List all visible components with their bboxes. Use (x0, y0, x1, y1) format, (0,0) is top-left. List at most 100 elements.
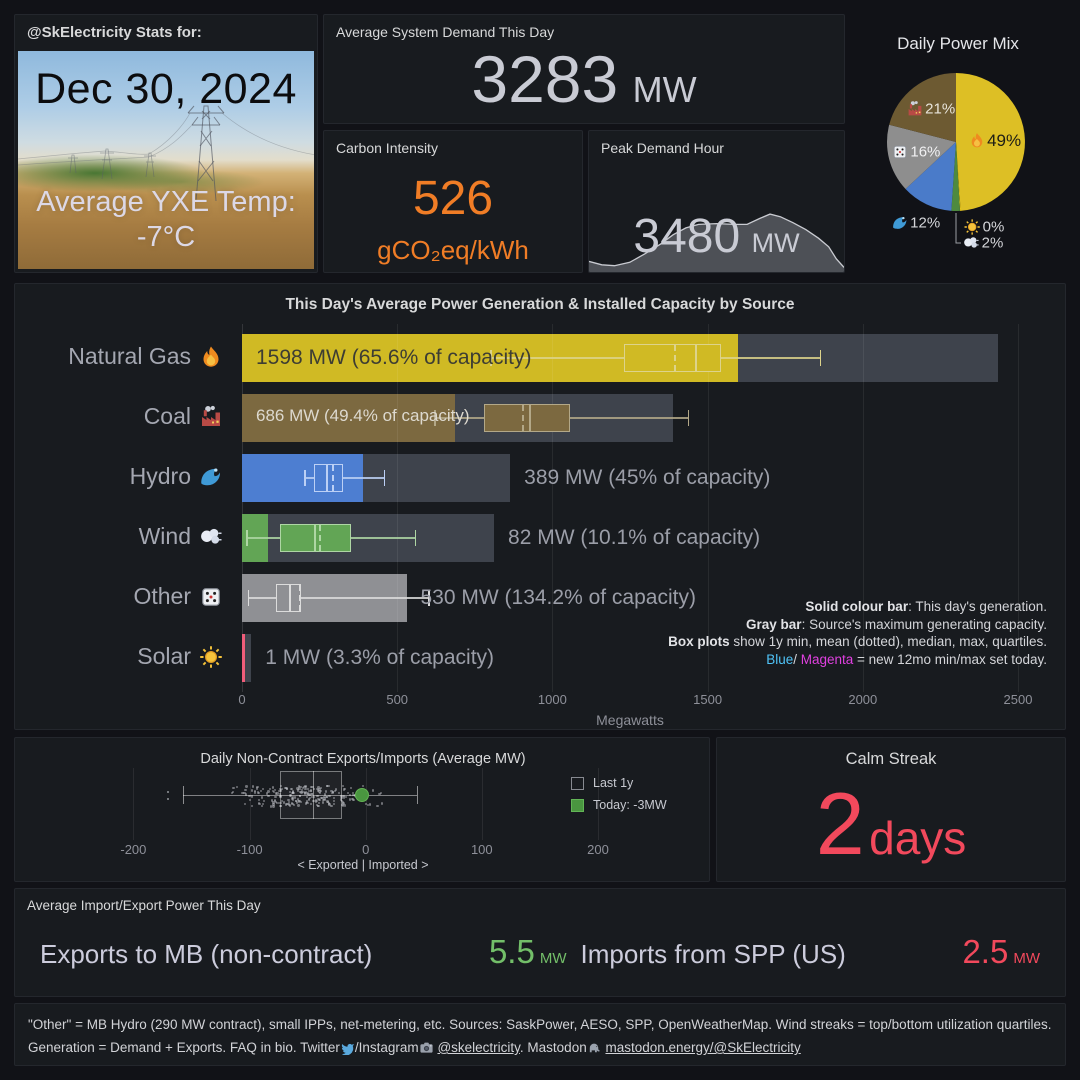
scatter-point (261, 796, 264, 799)
avg-demand-stat: 3283 MW (324, 41, 844, 117)
imports-spp-stat: 2.5 MW (962, 933, 1040, 971)
pie-slice-natural-gas (956, 73, 1025, 211)
elephant-icon (587, 1040, 602, 1055)
value-label-solar: 1 MW (3.3% of capacity) (265, 646, 495, 669)
elephant-icon (589, 1043, 600, 1053)
footer-link[interactable]: @skelectricity (437, 1040, 520, 1055)
exp-gridline-100 (481, 768, 483, 840)
capacity-bar-solar (242, 634, 252, 682)
scatter-point (323, 797, 326, 800)
scatter-point (298, 787, 301, 791)
box-min-cap-wind (246, 530, 248, 546)
scatter-point (245, 785, 248, 788)
avg-demand-value: 3283 (471, 42, 619, 116)
exports-legend: Last 1y Today: -3MW (571, 772, 667, 816)
scatter-point (324, 793, 327, 796)
bird-icon (340, 1040, 355, 1055)
exports-title: Daily Non-Contract Exports/Imports (Aver… (200, 751, 526, 767)
axis-zero-line (242, 324, 243, 692)
wind-icon (201, 528, 222, 544)
scatter-point (291, 791, 294, 794)
scatter-point (291, 801, 294, 805)
legend-swatch-green (571, 798, 584, 812)
scatter-point (311, 792, 314, 795)
scatter-point (318, 788, 321, 791)
impex-row: Exports to MB (non-contract) 5.5 MW Impor… (40, 933, 1040, 971)
peak-unit: MW (751, 228, 800, 258)
scatter-point (342, 788, 345, 791)
scatter-point (256, 785, 259, 788)
scatter-point (273, 798, 277, 801)
scatter-point (275, 801, 278, 804)
scatter-point (248, 798, 251, 801)
scatter-point (244, 793, 247, 796)
scatter-point (345, 796, 348, 799)
dice-icon (202, 587, 220, 606)
scatter-point (300, 790, 304, 794)
box-mean-coal (522, 405, 525, 431)
scatter-point (293, 791, 296, 795)
scatter-point (318, 798, 321, 802)
scatter-point (306, 801, 309, 805)
scatter-point (368, 803, 372, 806)
scatter-point (272, 790, 275, 793)
scatter-point (308, 792, 312, 795)
box-max-cap-coal (687, 410, 690, 426)
scatter-point (284, 803, 288, 806)
panel-carbon-intensity: Carbon Intensity 526 gCO₂eq/kWh (323, 130, 583, 273)
scatter-point (272, 805, 275, 808)
value-label-wind: 82 MW (10.1% of capacity) (508, 526, 761, 549)
pie-label-solar: 0% (964, 219, 1004, 236)
legend-label: Last 1y (593, 776, 634, 790)
scatter-point (287, 798, 290, 801)
scatter-point (325, 795, 328, 799)
scatter-point (296, 787, 299, 790)
scatter-point (343, 787, 347, 791)
generation-legend: Solid colour bar: This day's generation.… (668, 598, 1047, 668)
scatter-point (378, 792, 381, 795)
scatter-point (321, 801, 324, 804)
panel-power-mix: Daily Power Mix 49% 12% 16% 21% 0% 2% (850, 14, 1066, 274)
imports-spp-label: Imports from SPP (US) (580, 939, 846, 969)
panel-title-stats-for: @SkElectricity Stats for: (27, 24, 202, 41)
scatter-point (323, 798, 326, 802)
scatter-point (280, 802, 283, 805)
scatter-point (328, 794, 331, 798)
scatter-point (256, 791, 260, 794)
scatter-point (251, 795, 254, 798)
footer-link[interactable]: mastodon.energy/@SkElectricity (605, 1040, 801, 1055)
scatter-point (307, 798, 311, 801)
box-iqr-hydro (314, 464, 343, 492)
scatter-point (291, 796, 295, 799)
scatter-point (254, 789, 257, 792)
scatter-point (254, 791, 257, 794)
pie-slice-wind (951, 142, 960, 211)
tick-label-1000: 1000 (537, 692, 567, 707)
pie-slice-other (886, 124, 956, 190)
exp-gridline--100 (249, 768, 251, 840)
scatter-point (300, 788, 303, 792)
scatter-point (349, 798, 352, 801)
scatter-point (298, 799, 301, 802)
scatter-point (327, 801, 331, 805)
carbon-stat: 526 (324, 171, 582, 226)
temperature-text: Average YXE Temp: -7°C (18, 185, 314, 255)
scatter-outlier (167, 798, 170, 801)
panel-generation-chart: This Day's Average Power Generation & In… (14, 283, 1066, 730)
scatter-point (279, 789, 282, 792)
scatter-point (328, 802, 331, 806)
exports-mb-value: 5.5 (488, 933, 535, 970)
exports-mb-stat: 5.5 MW (489, 933, 567, 971)
legend-line: Gray bar: Source's maximum generating ca… (746, 616, 1047, 632)
panel-title-peak: Peak Demand Hour (601, 140, 724, 156)
generation-chart-title: This Day's Average Power Generation & In… (285, 296, 795, 313)
scatter-point (288, 803, 291, 806)
tick-label-2000: 2000 (848, 692, 878, 707)
scatter-point (236, 785, 239, 789)
gridline-1000 (552, 324, 554, 692)
factory-icon (908, 101, 922, 116)
footer-text: /Instagram (354, 1040, 419, 1055)
scatter-point (305, 795, 309, 799)
scatter-point (350, 786, 353, 789)
panel-calm-streak: Calm Streak 2 days (716, 737, 1066, 882)
